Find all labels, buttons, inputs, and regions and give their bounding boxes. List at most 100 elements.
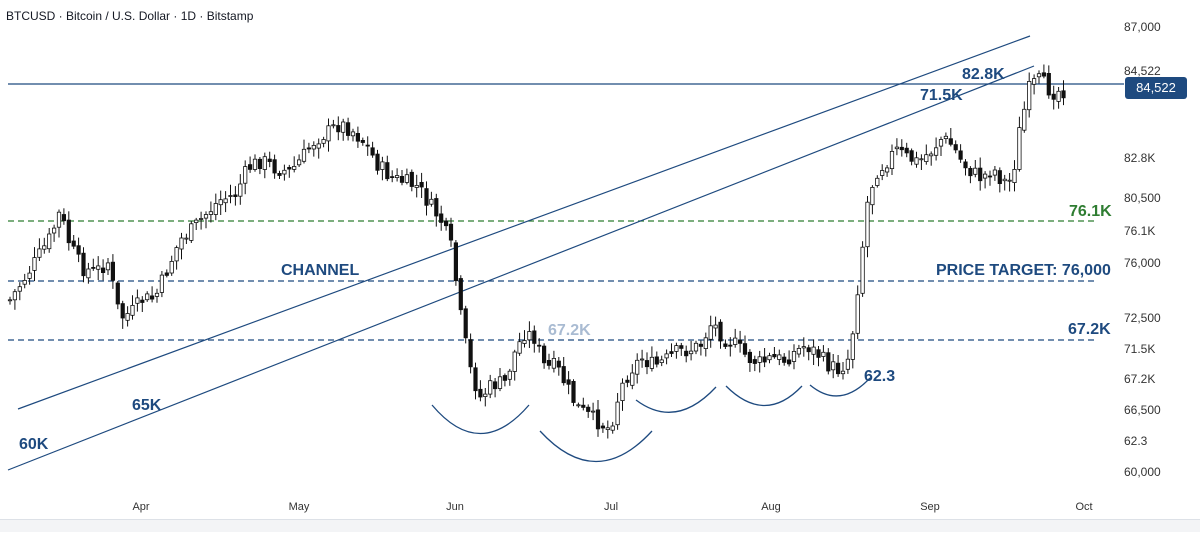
candle-body xyxy=(581,404,586,408)
candle-body xyxy=(791,350,797,362)
candle-body xyxy=(243,166,248,184)
candle-body xyxy=(576,404,581,407)
candle-body xyxy=(321,139,326,144)
candle-body xyxy=(365,144,370,147)
candle-body xyxy=(164,272,169,276)
candle-body xyxy=(767,355,772,361)
candle-body xyxy=(399,175,405,183)
candle-body xyxy=(845,358,851,370)
candle-body xyxy=(703,337,708,349)
candle-body xyxy=(1051,93,1056,100)
candle-body xyxy=(517,341,522,354)
candle-body xyxy=(904,147,909,154)
candle-body xyxy=(542,345,547,364)
candle-body xyxy=(1017,127,1022,170)
candle-body xyxy=(836,362,841,375)
price-target-label: PRICE TARGET: 76,000 xyxy=(936,262,1111,279)
candle-body xyxy=(86,268,91,279)
candle-body xyxy=(350,131,356,137)
y-tick-label: 76.1K xyxy=(1124,224,1155,238)
candle-body xyxy=(787,359,792,365)
candle-body xyxy=(238,183,243,197)
x-tick-label: Sep xyxy=(920,501,940,513)
candle-body xyxy=(272,159,277,174)
candle-body xyxy=(889,150,895,169)
candle-body xyxy=(708,325,713,340)
candle-body xyxy=(311,144,316,150)
candle-body xyxy=(218,199,223,206)
candle-body xyxy=(772,353,777,358)
candle-body xyxy=(880,170,885,176)
candle-body xyxy=(341,121,346,133)
low-label-62.3: 62.3 xyxy=(864,368,895,385)
candle-body xyxy=(532,330,537,344)
candle-body xyxy=(424,188,429,206)
candle-body xyxy=(659,359,664,363)
candle-body xyxy=(615,401,620,426)
candle-body xyxy=(56,211,62,228)
candle-body xyxy=(375,153,380,171)
y-tick-label: 66,500 xyxy=(1124,403,1161,417)
level-label-71.5k: 71.5K xyxy=(920,87,963,104)
candle-body xyxy=(840,370,846,375)
candle-body xyxy=(32,257,37,271)
candle-body xyxy=(76,245,81,255)
candle-body xyxy=(992,169,998,176)
candle-body xyxy=(885,167,890,173)
candle-body xyxy=(924,154,929,162)
candle-body xyxy=(267,158,272,163)
candle-body xyxy=(669,351,674,354)
candle-body xyxy=(296,159,302,166)
candle-body xyxy=(439,213,444,223)
candle-body xyxy=(1032,78,1037,85)
candle-body xyxy=(728,344,733,347)
candle-body xyxy=(698,343,704,347)
candle-body xyxy=(742,343,748,355)
candle-body xyxy=(595,409,601,430)
candle-body xyxy=(551,357,557,369)
candle-body xyxy=(1046,73,1051,96)
candle-body xyxy=(654,356,659,365)
candle-body xyxy=(566,379,571,385)
candle-body xyxy=(865,201,870,248)
candle-body xyxy=(257,158,263,170)
candle-body xyxy=(458,278,463,311)
candle-body xyxy=(262,156,267,170)
candle-body xyxy=(723,343,728,347)
candle-body xyxy=(855,294,860,334)
candle-body xyxy=(7,299,13,302)
candle-body xyxy=(943,135,949,140)
candle-body xyxy=(738,339,743,344)
y-tick-label: 67.2K xyxy=(1124,372,1155,386)
candle-body xyxy=(208,211,213,215)
y-tick-label: 71.5K xyxy=(1124,342,1155,356)
candle-body xyxy=(282,169,287,175)
candle-body xyxy=(929,153,934,157)
candle-body xyxy=(958,150,963,160)
candle-body xyxy=(492,381,498,390)
candle-body xyxy=(963,161,968,169)
candle-body xyxy=(91,266,96,269)
candle-body xyxy=(66,219,71,244)
candle-body xyxy=(816,349,821,358)
candle-body xyxy=(561,366,566,384)
candle-body xyxy=(331,124,336,127)
candle-body xyxy=(301,148,307,162)
candle-body xyxy=(419,181,424,188)
x-tick-label: Oct xyxy=(1075,501,1092,513)
candle-body xyxy=(101,267,106,273)
candle-body xyxy=(130,304,135,316)
candle-body xyxy=(404,174,410,183)
candle-body xyxy=(1002,178,1007,182)
candle-body xyxy=(1012,168,1017,183)
candle-body xyxy=(223,198,228,204)
candle-body xyxy=(586,406,591,412)
candle-body xyxy=(644,360,650,368)
candle-body xyxy=(762,356,767,363)
candle-body xyxy=(757,356,762,363)
candle-body xyxy=(306,147,312,150)
candle-body xyxy=(1022,108,1027,131)
candle-body xyxy=(12,291,17,301)
candle-body xyxy=(1036,73,1042,78)
